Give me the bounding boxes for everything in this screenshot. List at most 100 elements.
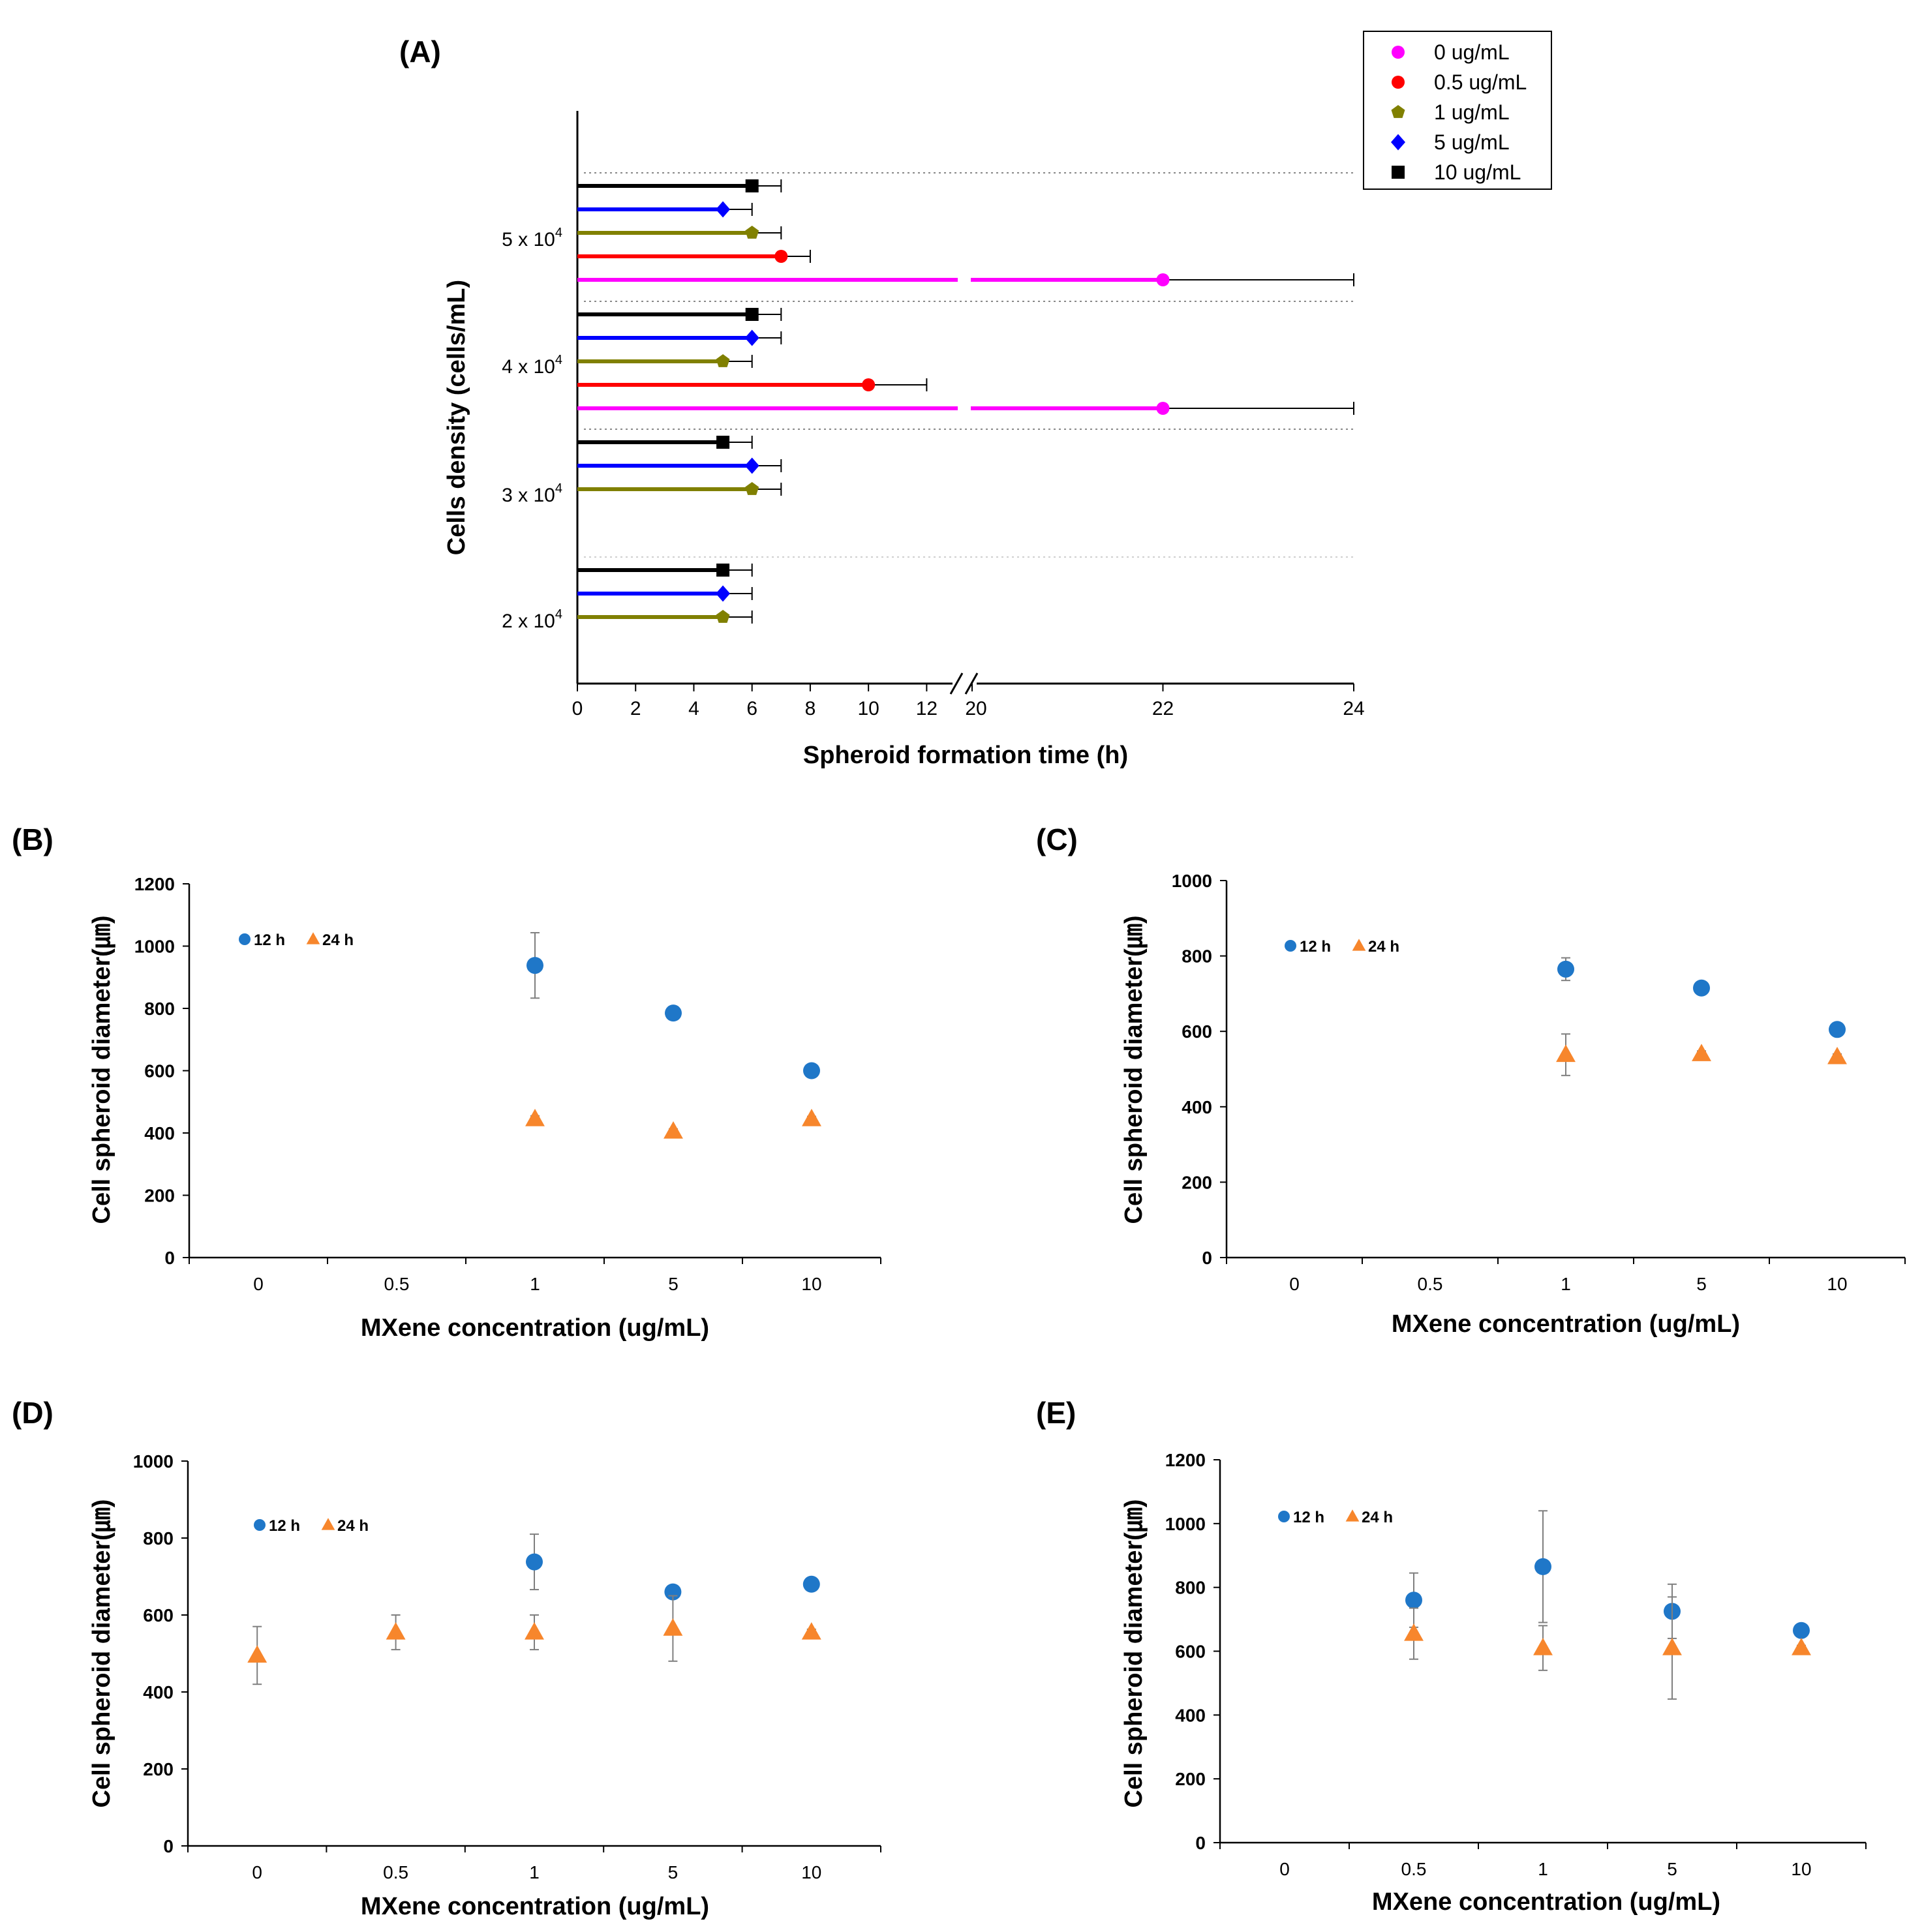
y-tick-label: 1200	[134, 874, 175, 894]
chart-c: (C) 0 200 400 600 800 1000 0 0.5 1 5 10 MXene concen…	[1036, 823, 1906, 1338]
y-tick-label: 600	[1182, 1021, 1212, 1042]
x-axis-title: Spheroid formation time (h)	[803, 742, 1128, 769]
bar-0-ug-ml	[577, 273, 1354, 286]
data-point	[803, 1062, 820, 1079]
legend-label: 10 ug/mL	[1434, 160, 1521, 184]
data-point	[774, 250, 788, 263]
data-point	[525, 1108, 545, 1126]
x-tick-label: 2	[630, 698, 641, 719]
legend-label: 0.5 ug/mL	[1434, 70, 1527, 94]
legend-marker	[1391, 134, 1405, 151]
panel-label-b: (B)	[12, 823, 53, 856]
panel-label-a: (A)	[399, 35, 441, 68]
series-24-h	[1556, 1033, 1847, 1076]
legend-label: 12 h	[254, 931, 285, 949]
legend-marker	[321, 1518, 335, 1530]
y-tick-label: 0	[163, 1836, 174, 1856]
y-tick-label: 1200	[1165, 1450, 1206, 1470]
x-tick-label: 24	[1343, 698, 1364, 719]
legend-marker	[1391, 105, 1405, 118]
series-24-h	[1404, 1596, 1811, 1700]
data-point	[716, 436, 730, 449]
legend-label: 24 h	[1368, 938, 1399, 956]
data-point	[1533, 1638, 1553, 1655]
data-point	[525, 1622, 544, 1640]
x-tick-label: 5	[1696, 1274, 1707, 1294]
bar-10-ug-ml	[577, 179, 782, 192]
legend-label: 12 h	[1293, 1509, 1324, 1526]
legend: 12 h 24 h	[239, 931, 354, 949]
category-exponent: 4	[555, 226, 562, 240]
data-point	[664, 1121, 683, 1139]
data-point	[1829, 1021, 1846, 1038]
bar-5-ug-ml	[577, 585, 753, 602]
chart-e: (E) 0 200 400 600 800 1000 1200 0 0.5 1 5 10 MXene co…	[1036, 1396, 1867, 1916]
legend-marker	[1392, 76, 1405, 89]
series-12-h	[526, 931, 820, 1079]
data-point	[716, 201, 731, 218]
bar-10-ug-ml	[577, 564, 753, 577]
series-12-h	[1405, 1510, 1810, 1639]
x-tick-label: 12	[916, 698, 938, 719]
bar-1-ug-ml	[577, 226, 782, 239]
y-tick-label: 0	[1202, 1248, 1212, 1268]
bar-5-ug-ml	[577, 457, 782, 474]
legend: 0 ug/mL 0.5 ug/mL 1 ug/mL 5 ug/mL 10 ug/mL	[1363, 31, 1552, 190]
legend-label: 24 h	[1362, 1509, 1393, 1526]
bar-10-ug-ml	[577, 308, 782, 321]
series-24-h	[247, 1595, 821, 1685]
y-axis-title: Cell spheroid diameter(㎛)	[1120, 916, 1148, 1224]
x-tick-label: 0	[252, 1862, 262, 1882]
legend-label: 12 h	[269, 1517, 300, 1535]
x-tick-label: 1	[1561, 1274, 1571, 1294]
category-exponent: 4	[555, 481, 562, 496]
legend-label: 5 ug/mL	[1434, 130, 1510, 154]
x-tick-label: 10	[1827, 1274, 1847, 1294]
bar-5-ug-ml	[577, 201, 753, 218]
y-axis-title: Cells density (cells/mL)	[443, 280, 470, 555]
x-axis-title: MXene concentration (ug/mL)	[361, 1893, 709, 1920]
legend: 12 h 24 h	[1285, 938, 1399, 956]
legend: 12 h 24 h	[254, 1517, 369, 1535]
data-point	[1793, 1622, 1810, 1639]
y-tick-label: 600	[143, 1605, 174, 1625]
data-point	[801, 1622, 821, 1640]
legend-label: 1 ug/mL	[1434, 100, 1510, 124]
x-axis-title: MXene concentration (ug/mL)	[361, 1314, 709, 1342]
data-point	[1693, 979, 1710, 997]
y-tick-label: 600	[144, 1061, 175, 1081]
data-point	[745, 482, 759, 495]
legend-marker	[1278, 1511, 1290, 1522]
data-point	[665, 1004, 682, 1022]
data-point	[716, 564, 730, 577]
y-tick-label: 1000	[1165, 1514, 1206, 1534]
y-category-label: 5 x 104	[502, 226, 562, 250]
y-tick-label: 200	[1175, 1769, 1206, 1789]
series-12-h	[1557, 957, 1846, 1038]
x-tick-label: 0	[1289, 1274, 1300, 1294]
data-point	[744, 457, 759, 474]
x-tick-label: 10	[857, 698, 879, 719]
data-point	[1792, 1638, 1811, 1655]
data-point	[1557, 960, 1574, 978]
x-tick-label: 5	[1667, 1859, 1677, 1879]
bar-1-ug-ml	[577, 610, 753, 624]
x-tick-label: 0.5	[383, 1862, 408, 1882]
y-axis-title: Cell spheroid diameter(㎛)	[1120, 1500, 1148, 1808]
data-point	[247, 1645, 267, 1663]
y-tick-label: 0	[1195, 1833, 1206, 1853]
y-tick-label: 400	[1175, 1705, 1206, 1725]
x-tick-label: 20	[965, 698, 986, 719]
legend-label: 0 ug/mL	[1434, 40, 1510, 64]
bar-1-ug-ml	[577, 354, 753, 368]
x-tick-label: 4	[688, 698, 699, 719]
bar-1-ug-ml	[577, 482, 782, 496]
data-point	[802, 1108, 821, 1126]
category-base: 4 x 10	[502, 356, 555, 378]
data-point	[526, 1553, 543, 1571]
x-tick-label: 5	[668, 1862, 679, 1882]
y-tick-label: 400	[1182, 1097, 1212, 1117]
category-base: 3 x 10	[502, 485, 555, 506]
